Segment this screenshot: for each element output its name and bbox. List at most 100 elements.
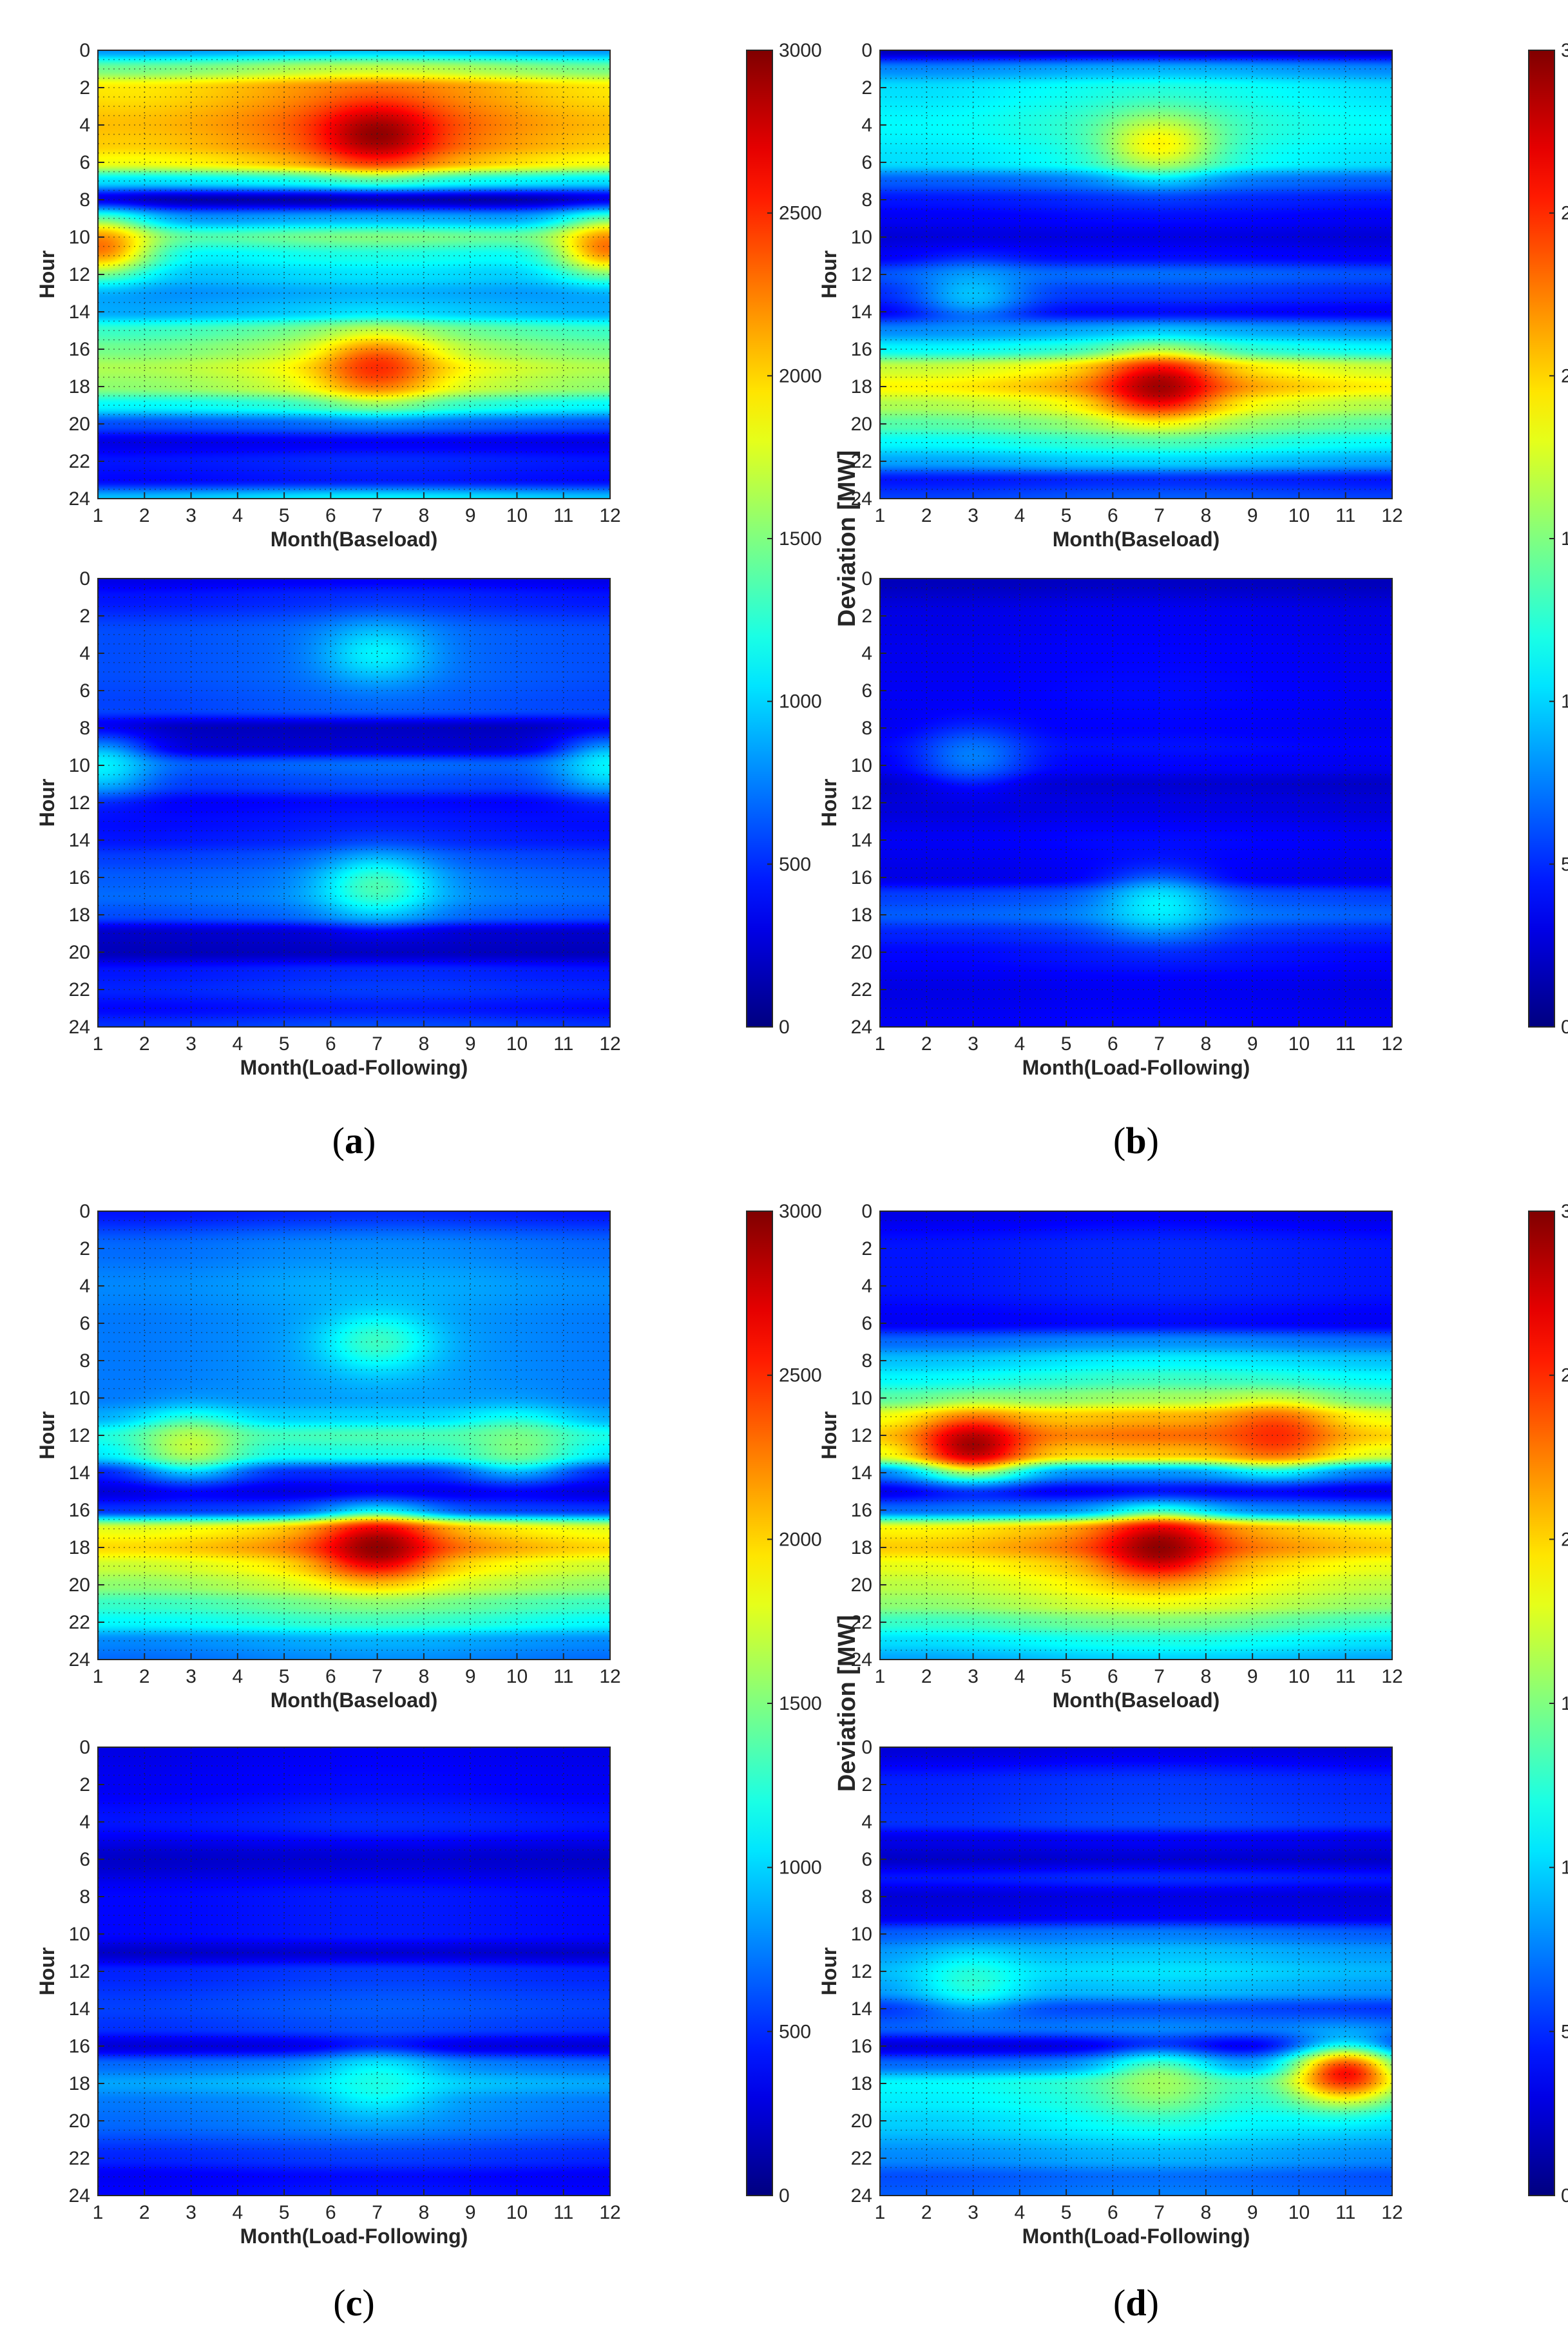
y-tick-label: 10 [69, 1924, 90, 1945]
colorbar-tick-label: 0 [1561, 1017, 1568, 1038]
x-tick-label: 1 [93, 1666, 104, 1687]
y-tick-label: 10 [851, 755, 872, 776]
y-tick-label: 12 [851, 792, 872, 814]
y-tick-label: 16 [69, 2036, 90, 2057]
x-tick-label: 6 [1107, 2202, 1118, 2223]
y-tick-label: 12 [851, 1425, 872, 1446]
heatmap-surface [880, 50, 1392, 499]
x-tick-label: 1 [875, 1033, 886, 1055]
y-tick-label: 24 [69, 488, 90, 510]
x-tick-label: 2 [139, 1033, 150, 1055]
x-tick-label: 4 [1014, 1033, 1025, 1055]
y-tick-label: 2 [79, 606, 90, 627]
colorbar-a: 0 500 1000 1500 2000 2500 3000 Deviation [MW] [746, 40, 861, 1038]
y-tick-label: 10 [851, 1388, 872, 1409]
heatmap-surface [98, 1211, 610, 1660]
y-tick-label: 22 [851, 979, 872, 1000]
x-tick-label: 5 [1061, 2202, 1072, 2223]
y-axis-label: Hour [35, 1948, 59, 1996]
x-tick-label: 11 [1335, 1033, 1355, 1055]
x-tick-label: 7 [1154, 1033, 1165, 1055]
x-tick-label: 12 [1381, 505, 1402, 526]
y-tick-label: 6 [79, 1313, 90, 1334]
y-tick-label: 10 [851, 1924, 872, 1945]
x-tick-label: 11 [1335, 1666, 1355, 1687]
x-tick-label: 3 [968, 2202, 979, 2223]
x-tick-label: 10 [506, 505, 528, 526]
y-tick-label: 2 [861, 606, 872, 627]
y-tick-label: 24 [851, 2185, 872, 2207]
y-tick-label: 14 [69, 1462, 90, 1484]
y-tick-label: 18 [69, 905, 90, 926]
y-tick-label: 16 [69, 1500, 90, 1521]
panel-label-d: (d) [1113, 2282, 1159, 2324]
y-tick-label: 18 [851, 1537, 872, 1558]
y-tick-label: 14 [851, 830, 872, 851]
y-tick-label: 18 [851, 905, 872, 926]
y-tick-label: 2 [861, 77, 872, 99]
x-tick-label: 8 [419, 1666, 430, 1687]
x-tick-label: 10 [506, 2202, 528, 2223]
x-tick-label: 6 [1107, 505, 1118, 526]
y-tick-label: 6 [861, 1313, 872, 1334]
x-tick-label: 12 [599, 1666, 620, 1687]
x-tick-label: 1 [875, 2202, 886, 2223]
y-tick-label: 8 [861, 718, 872, 739]
y-tick-label: 20 [69, 1575, 90, 1596]
x-tick-label: 9 [1247, 505, 1258, 526]
x-tick-label: 5 [279, 1033, 290, 1055]
y-tick-label: 0 [79, 1201, 90, 1222]
y-tick-label: 6 [79, 680, 90, 702]
x-tick-label: 8 [1201, 505, 1212, 526]
x-tick-label: 12 [599, 1033, 620, 1055]
x-tick-label: 9 [1247, 2202, 1258, 2223]
x-tick-label: 3 [186, 505, 196, 526]
y-tick-label: 2 [79, 1774, 90, 1795]
y-tick-label: 22 [69, 1612, 90, 1633]
y-tick-label: 20 [69, 2111, 90, 2132]
x-tick-label: 5 [279, 2202, 290, 2223]
x-tick-label: 1 [875, 1666, 886, 1687]
y-axis-label: Hour [817, 251, 841, 299]
x-tick-label: 12 [1381, 1666, 1402, 1687]
x-tick-label: 6 [325, 1033, 336, 1055]
x-tick-label: 8 [419, 1033, 430, 1055]
y-tick-label: 4 [79, 115, 90, 136]
x-tick-label: 5 [1061, 505, 1072, 526]
x-tick-label: 3 [968, 1033, 979, 1055]
y-tick-label: 18 [851, 376, 872, 397]
y-tick-label: 20 [851, 2111, 872, 2132]
y-tick-label: 24 [69, 2185, 90, 2207]
y-tick-label: 14 [851, 1462, 872, 1484]
y-tick-label: 24 [851, 488, 872, 510]
x-tick-label: 5 [1061, 1666, 1072, 1687]
colorbar-tick-label: 3000 [1561, 1201, 1568, 1222]
x-tick-label: 6 [325, 1666, 336, 1687]
y-tick-label: 4 [861, 643, 872, 664]
x-tick-label: 7 [372, 505, 383, 526]
x-tick-label: 11 [1335, 505, 1355, 526]
panel-label-c: (c) [333, 2282, 374, 2324]
colorbar-tick-label: 3000 [779, 40, 822, 61]
y-tick-label: 16 [851, 2036, 872, 2057]
x-tick-label: 4 [1014, 505, 1025, 526]
y-tick-label: 0 [861, 40, 872, 61]
y-tick-label: 12 [69, 1425, 90, 1446]
y-tick-label: 2 [79, 1238, 90, 1259]
y-tick-label: 20 [69, 942, 90, 963]
colorbar-tick-label: 2000 [1561, 365, 1568, 387]
x-tick-label: 3 [968, 1666, 979, 1687]
colorbar-label: Deviation [MW] [834, 450, 861, 627]
y-tick-label: 10 [69, 227, 90, 248]
colorbar-tick-label: 2500 [1561, 1365, 1568, 1386]
y-tick-label: 20 [851, 1575, 872, 1596]
x-tick-label: 6 [325, 2202, 336, 2223]
colorbar-tick-label: 500 [1561, 2021, 1568, 2042]
colorbar-tick-label: 0 [779, 2185, 790, 2207]
x-tick-label: 11 [553, 505, 573, 526]
x-tick-label: 7 [1154, 505, 1165, 526]
